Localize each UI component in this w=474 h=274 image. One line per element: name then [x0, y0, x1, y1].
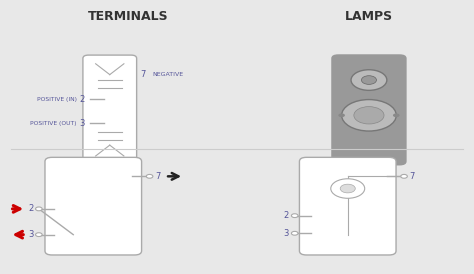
Circle shape [292, 231, 298, 235]
FancyBboxPatch shape [331, 54, 407, 165]
Circle shape [351, 70, 387, 90]
Circle shape [361, 76, 376, 84]
Text: 2: 2 [283, 211, 289, 220]
Text: NEGATIVE: NEGATIVE [153, 72, 184, 77]
Circle shape [401, 175, 407, 178]
Text: 3: 3 [28, 230, 33, 239]
Circle shape [342, 99, 396, 131]
Text: TERMINALS: TERMINALS [88, 10, 169, 22]
FancyBboxPatch shape [300, 157, 396, 255]
Text: POSITIVE (IN): POSITIVE (IN) [37, 96, 77, 102]
Circle shape [338, 113, 345, 117]
Text: 3: 3 [283, 229, 289, 238]
Text: LAMPS: LAMPS [345, 10, 393, 22]
Text: 7: 7 [410, 172, 415, 181]
Circle shape [36, 207, 42, 211]
Text: 2: 2 [28, 204, 33, 213]
FancyBboxPatch shape [45, 157, 142, 255]
Text: 2: 2 [80, 95, 85, 104]
Circle shape [393, 113, 400, 117]
Text: POSITIVE (OUT): POSITIVE (OUT) [30, 121, 77, 126]
Text: 3: 3 [80, 119, 85, 128]
Circle shape [36, 233, 42, 236]
Circle shape [331, 179, 365, 198]
Circle shape [354, 107, 384, 124]
Circle shape [292, 214, 298, 218]
FancyBboxPatch shape [83, 55, 137, 165]
Circle shape [146, 175, 153, 178]
Text: 7: 7 [155, 172, 161, 181]
Text: 7: 7 [140, 70, 146, 79]
Circle shape [340, 184, 356, 193]
